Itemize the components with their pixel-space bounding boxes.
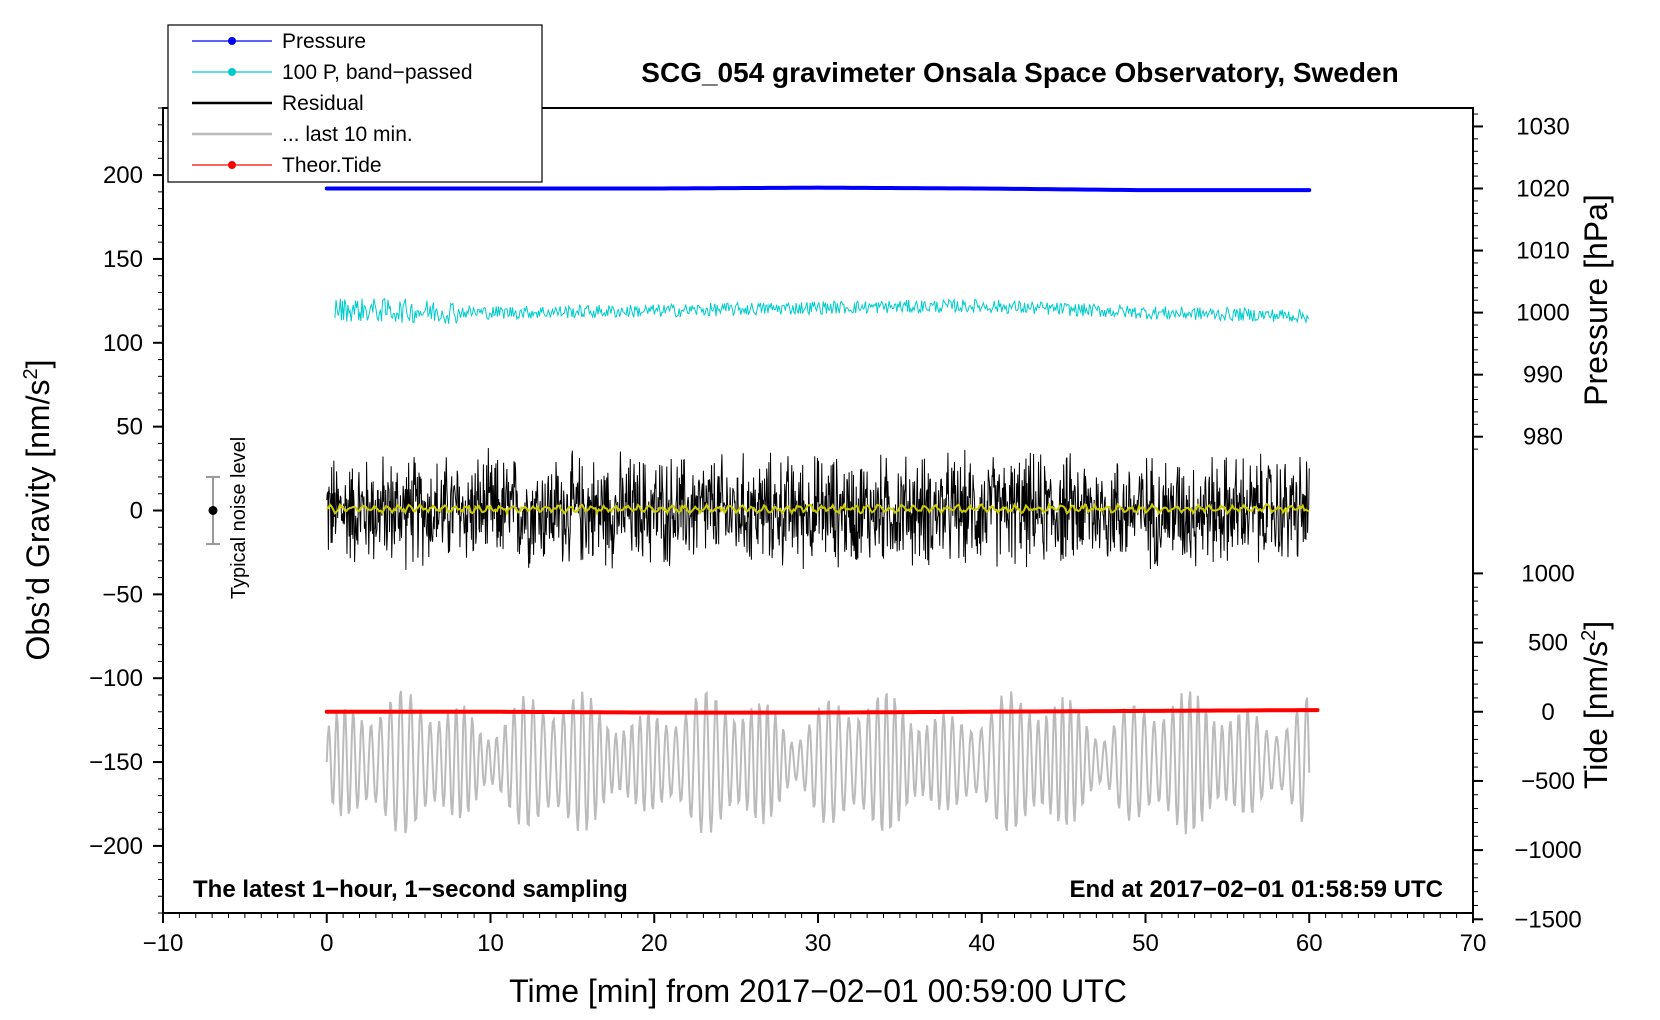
y-axis-title-pressure: Pressure [hPa] [1578,194,1614,406]
x-tick-label: −10 [143,930,184,957]
legend-entry: 100 P, band−passed [192,61,473,84]
legend-swatch-marker [228,161,236,169]
y-tick-label: 50 [116,414,143,441]
x-tick-label: 40 [968,930,995,957]
tide-tick-label: −1000 [1514,837,1581,864]
y-axis-title-tide-text: Tide [nm/s [1578,641,1614,789]
noise-level-dot [208,506,218,515]
y-axis-title-tide-sup: 2 [1578,630,1600,641]
annotation-right: End at 2017−02−01 01:58:59 UTC [1069,876,1443,903]
x-tick-label: 60 [1296,930,1323,957]
legend-entry: Theor.Tide [192,154,382,177]
tide-tick-label: 0 [1541,699,1554,726]
legend-label: 100 P, band−passed [282,61,473,84]
pressure-tick-label: 990 [1523,362,1563,389]
annotation-left: The latest 1−hour, 1−second sampling [193,876,628,903]
series-pressure [324,185,1312,193]
legend: Pressure 100 P, band−passed Residual ... la… [167,24,543,183]
legend-swatch-marker [228,37,236,45]
pressure-tick-label: 1000 [1516,300,1569,327]
legend-entry: Pressure [192,30,366,53]
y-tick-label: 0 [130,498,143,525]
y-tick-label: −200 [89,833,143,860]
pressure-tick-label: 1010 [1516,238,1569,265]
legend-entry: ... last 10 min. [192,123,413,146]
y-axis-title-tide-tail: ] [1578,621,1614,630]
y-tick-label: −50 [102,581,143,608]
y-tick-label: −100 [89,665,143,692]
series-theoretical-tide [324,708,1320,715]
legend-entry: Residual [192,92,364,115]
y-tick-label: 100 [103,330,143,357]
y-tick-label: 200 [103,162,143,189]
x-axis-title: Time [min] from 2017−02−01 00:59:00 UTC [509,973,1127,1009]
x-tick-label: 20 [641,930,668,957]
y-axis-title-gravity-sup: 2 [20,368,42,379]
legend-label: Residual [282,92,364,115]
y-tick-label: 150 [103,246,143,273]
y-axis-title-gravity: Obs’d Gravity [nm/s2] [20,360,56,661]
x-tick-label: 30 [805,930,832,957]
legend-swatch-marker [228,68,236,76]
legend-label: ... last 10 min. [282,123,413,146]
tide-tick-label: −500 [1521,768,1575,795]
pressure-tick-label: 1020 [1516,176,1569,203]
noise-level-indicator: Typical noise level [206,437,250,599]
series-pressure-bandpassed [334,297,1310,325]
tide-tick-label: 1000 [1521,560,1574,587]
x-tick-label: 10 [477,930,504,957]
series-residual-lowpass [326,501,1310,516]
ticks-layer: −10 0 10 20 30 40 50 60 70200150100500−50−100−15… [89,107,1582,957]
chart-title: SCG_054 gravimeter Onsala Space Observat… [641,57,1398,88]
y-tick-label: −150 [89,749,143,776]
tide-tick-label: 500 [1528,630,1568,657]
pressure-tick-label: 1030 [1516,113,1569,140]
y-axis-title-gravity-tail: ] [20,360,56,369]
y-axis-title-tide: Tide [nm/s2] [1578,621,1614,789]
x-tick-label: 50 [1132,930,1159,957]
series-layer [324,185,1320,835]
legend-label: Pressure [282,30,366,53]
y-axis-title-gravity-text: Obs’d Gravity [nm/s [20,380,56,661]
x-tick-label: 70 [1460,930,1487,957]
tide-tick-label: −1500 [1514,906,1581,933]
legend-label: Theor.Tide [282,154,382,177]
pressure-tick-label: 980 [1523,424,1563,451]
x-tick-label: 0 [320,930,333,957]
noise-level-label: Typical noise level [228,437,250,599]
